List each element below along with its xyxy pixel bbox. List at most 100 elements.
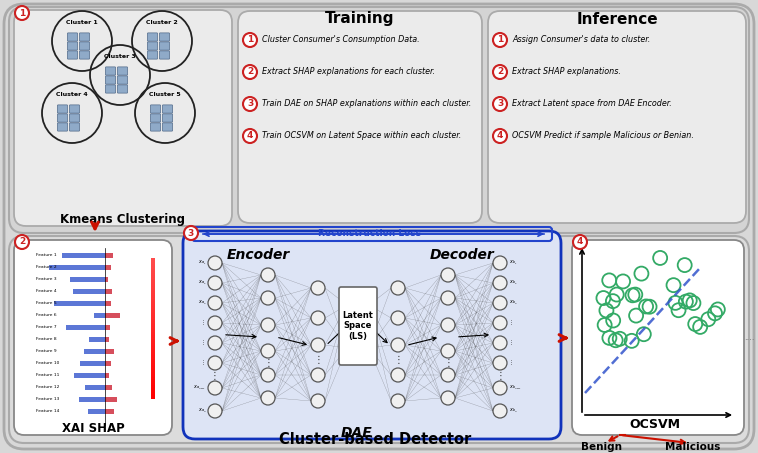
Bar [105,337,109,342]
FancyBboxPatch shape [147,42,158,50]
Text: Inference: Inference [576,11,658,26]
FancyBboxPatch shape [67,42,77,50]
FancyBboxPatch shape [9,7,749,233]
FancyBboxPatch shape [183,231,561,439]
Bar [105,265,111,270]
Bar [85,385,105,390]
Bar [151,386,155,388]
Text: Cluster 1: Cluster 1 [66,19,98,24]
Bar [151,378,155,380]
Bar [151,296,155,298]
Bar [105,372,109,377]
Bar [105,396,117,401]
Circle shape [261,368,275,382]
Text: Feature 3: Feature 3 [36,277,57,281]
Circle shape [261,318,275,332]
FancyBboxPatch shape [70,123,80,131]
Text: $x_{b_3}$: $x_{b_3}$ [509,299,518,307]
Bar [151,281,155,283]
Bar [151,311,155,313]
Circle shape [15,6,29,20]
Text: Benign: Benign [581,442,622,452]
Text: ⋮: ⋮ [201,361,206,366]
FancyBboxPatch shape [150,123,161,131]
Bar [151,390,155,391]
Bar [151,263,155,265]
Text: $x_{b_1}$: $x_{b_1}$ [509,259,518,267]
Circle shape [347,337,369,359]
Circle shape [493,33,507,47]
Bar [151,291,155,293]
Text: Extract Latent space from DAE Encoder.: Extract Latent space from DAE Encoder. [512,100,672,109]
Circle shape [208,336,222,350]
Bar [151,343,155,345]
Bar [151,371,155,373]
Text: Decoder: Decoder [430,248,494,262]
Text: Latent
Space
(LS): Latent Space (LS) [343,311,374,341]
FancyBboxPatch shape [70,114,80,122]
Text: $x_{b_{n-1}}$: $x_{b_{n-1}}$ [509,384,522,392]
FancyBboxPatch shape [147,51,158,59]
Bar [151,271,155,273]
Bar [151,272,155,274]
Bar [105,361,111,366]
Circle shape [441,268,455,282]
Text: XAI SHAP: XAI SHAP [61,423,124,435]
Text: 4: 4 [577,237,583,246]
Bar [151,377,155,379]
Bar [151,286,155,288]
Bar [94,313,105,318]
Bar [151,289,155,291]
Bar [151,366,155,367]
Bar [151,351,155,352]
Text: DAE: DAE [341,426,373,440]
Bar [151,325,155,327]
Bar [88,409,105,414]
Text: Cluster 3: Cluster 3 [104,53,136,58]
Text: Cluster-based Detector: Cluster-based Detector [279,432,471,447]
Bar [151,305,155,307]
Text: ⋮: ⋮ [263,358,273,368]
Bar [151,337,155,338]
Circle shape [311,311,325,325]
Bar [151,310,155,312]
Bar [151,373,155,375]
Bar [151,347,155,349]
Circle shape [243,97,257,111]
Circle shape [493,296,507,310]
FancyBboxPatch shape [150,105,161,113]
Bar [151,388,155,390]
Circle shape [261,391,275,405]
Text: $x_{a_3}$: $x_{a_3}$ [198,299,206,307]
Text: OCSVM Predict if sample Malicious or Benian.: OCSVM Predict if sample Malicious or Ben… [512,131,694,140]
FancyBboxPatch shape [117,76,127,84]
Bar [151,282,155,284]
Text: Train DAE on SHAP explanations within each cluster.: Train DAE on SHAP explanations within ea… [262,100,471,109]
Bar [70,276,105,281]
Bar [151,362,155,364]
Circle shape [311,394,325,408]
FancyBboxPatch shape [150,114,161,122]
Bar [105,289,112,294]
Bar [54,300,105,305]
Bar [151,284,155,285]
Bar [151,345,155,347]
Bar [151,339,155,341]
Circle shape [391,368,405,382]
Bar [74,372,105,377]
Bar [151,313,155,314]
Text: OCSVM: OCSVM [629,419,681,432]
Bar [151,342,155,343]
Text: Feature 14: Feature 14 [36,409,59,413]
Bar [151,275,155,277]
Bar [151,319,155,321]
Bar [151,316,155,318]
Bar [151,265,155,267]
Circle shape [493,97,507,111]
FancyBboxPatch shape [238,11,482,223]
Text: ⋮: ⋮ [210,371,220,381]
Bar [151,270,155,272]
Text: 1: 1 [247,35,253,44]
Bar [79,396,105,401]
FancyBboxPatch shape [105,76,116,84]
